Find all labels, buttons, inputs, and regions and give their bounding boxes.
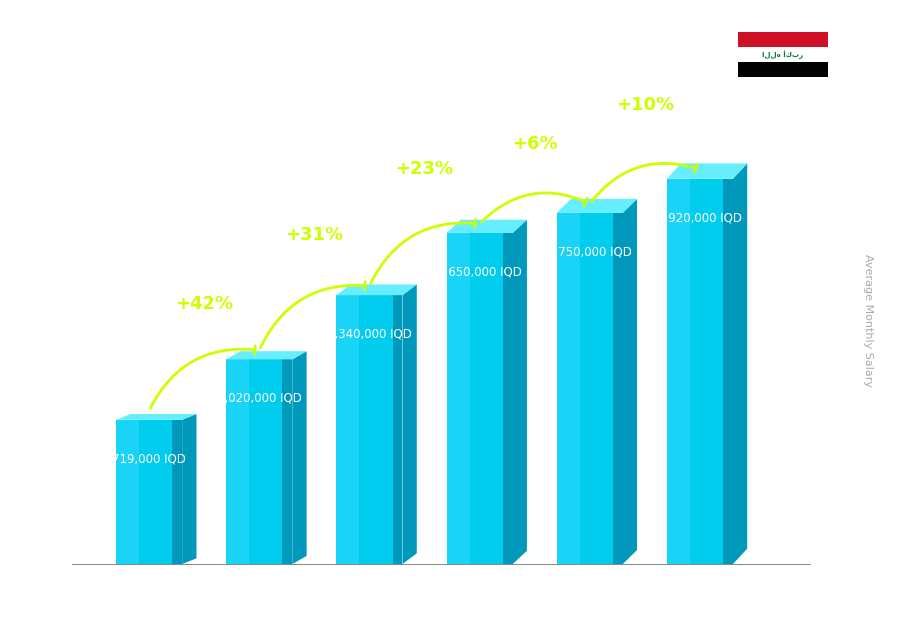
Text: 1,020,000 IQD: 1,020,000 IQD [217,392,302,404]
Text: 1,750,000 IQD: 1,750,000 IQD [547,246,632,258]
Text: 719,000 IQD: 719,000 IQD [112,452,186,465]
Text: salaryexplorer.com: salaryexplorer.com [383,614,517,628]
Bar [738,32,828,47]
Text: +10%: +10% [616,96,674,114]
Text: +6%: +6% [512,135,557,153]
FancyBboxPatch shape [392,296,402,564]
Polygon shape [733,163,747,564]
Text: Average Monthly Salary: Average Monthly Salary [863,254,873,387]
Text: +23%: +23% [395,160,454,178]
Text: 1,920,000 IQD: 1,920,000 IQD [657,211,742,224]
FancyBboxPatch shape [667,179,733,564]
Bar [738,62,828,77]
Text: 1,340,000 IQD: 1,340,000 IQD [327,328,412,340]
Text: +42%: +42% [176,296,233,313]
FancyBboxPatch shape [723,179,733,564]
FancyBboxPatch shape [283,360,293,564]
Polygon shape [226,351,307,360]
FancyBboxPatch shape [172,420,182,564]
Polygon shape [557,199,637,213]
FancyBboxPatch shape [226,360,249,564]
FancyBboxPatch shape [503,233,513,564]
Polygon shape [513,220,526,564]
Text: Salary Comparison By Experience: Salary Comparison By Experience [63,45,589,73]
FancyBboxPatch shape [337,296,402,564]
FancyBboxPatch shape [613,213,623,564]
Polygon shape [446,220,526,233]
Polygon shape [292,351,307,564]
Polygon shape [402,285,417,564]
Text: Escrow Assistant: Escrow Assistant [63,83,214,101]
Bar [738,47,828,62]
Text: الله أكبر: الله أكبر [762,50,804,59]
Text: 1,650,000 IQD: 1,650,000 IQD [437,265,522,278]
FancyBboxPatch shape [667,179,690,564]
Polygon shape [182,414,196,564]
FancyBboxPatch shape [446,233,470,564]
FancyBboxPatch shape [557,213,623,564]
FancyBboxPatch shape [337,296,359,564]
Polygon shape [623,199,637,564]
FancyBboxPatch shape [116,420,182,564]
FancyBboxPatch shape [557,213,580,564]
Polygon shape [337,285,417,296]
FancyBboxPatch shape [446,233,513,564]
Text: +31%: +31% [285,226,344,244]
FancyBboxPatch shape [226,360,292,564]
Polygon shape [116,414,196,420]
FancyBboxPatch shape [116,420,140,564]
Polygon shape [667,163,747,179]
